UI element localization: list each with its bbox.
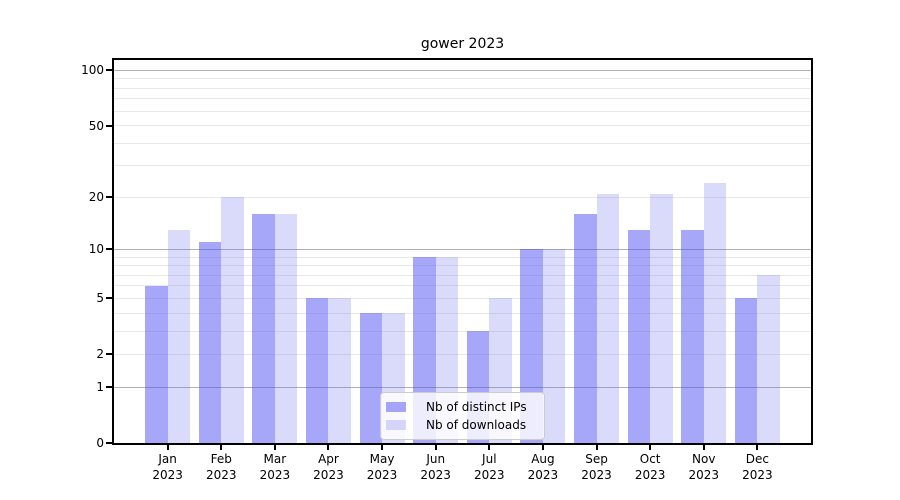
gridline-5 xyxy=(114,297,811,299)
gridline-80 xyxy=(114,87,811,89)
x-tick-label-dec: Dec 2023 xyxy=(742,452,773,482)
legend-label-downloads: Nb of downloads xyxy=(426,418,527,432)
x-tick-label-may: May 2023 xyxy=(366,452,398,482)
x-tick-label-feb: Feb 2023 xyxy=(205,452,237,482)
bar-feb-distinct-ips xyxy=(198,242,222,443)
x-tick-mar xyxy=(273,445,276,450)
bar-may-distinct-ips xyxy=(359,313,383,443)
y-tick-2 xyxy=(106,353,112,356)
gridline-50 xyxy=(114,125,811,127)
gridline-8 xyxy=(114,265,811,267)
gridline-30 xyxy=(114,165,811,167)
gridline-4 xyxy=(114,312,811,314)
gridline-3 xyxy=(114,330,811,332)
y-tick-100 xyxy=(106,69,112,72)
x-tick-jan xyxy=(166,445,169,450)
x-tick-label-jun: Jun 2023 xyxy=(420,452,451,482)
x-tick-label-apr: Apr 2023 xyxy=(313,452,344,482)
x-tick-label-jul: Jul 2023 xyxy=(474,452,505,482)
gridline-6 xyxy=(114,285,811,287)
bar-mar-distinct-ips xyxy=(252,214,275,443)
x-tick-sep xyxy=(595,445,598,450)
bar-jan-distinct-ips xyxy=(145,285,168,443)
bar-sep-downloads xyxy=(596,193,620,443)
x-tick-jun xyxy=(434,445,437,450)
gridline-100 xyxy=(114,69,811,71)
y-tick-label-20: 20 xyxy=(88,190,104,205)
gridline-7 xyxy=(114,274,811,276)
y-tick-0 xyxy=(106,442,112,444)
legend-label-distinct-ips: Nb of distinct IPs xyxy=(426,400,527,414)
x-tick-oct xyxy=(649,445,652,450)
y-tick-label-10: 10 xyxy=(88,242,104,257)
gridline-10 xyxy=(114,248,811,250)
x-tick-nov xyxy=(702,445,705,450)
legend-item-downloads: Nb of downloads xyxy=(386,417,537,433)
x-tick-label-sep: Sep 2023 xyxy=(581,452,612,482)
x-tick-label-oct: Oct 2023 xyxy=(634,452,666,482)
x-tick-label-nov: Nov 2023 xyxy=(688,452,720,482)
bar-jan-downloads xyxy=(167,230,191,443)
x-tick-dec xyxy=(756,445,759,450)
gridline-20 xyxy=(114,196,811,198)
legend: Nb of distinct IPs Nb of downloads xyxy=(380,392,545,440)
y-tick-label-5: 5 xyxy=(96,291,104,306)
y-tick-10 xyxy=(106,248,112,251)
bar-feb-downloads xyxy=(221,197,244,443)
y-tick-50 xyxy=(106,124,112,127)
x-tick-label-jan: Jan 2023 xyxy=(152,452,183,482)
bar-oct-downloads xyxy=(650,193,673,443)
y-tick-label-1: 1 xyxy=(96,380,104,395)
bar-aug-downloads xyxy=(542,249,566,443)
bar-oct-distinct-ips xyxy=(627,230,651,443)
x-tick-may xyxy=(381,445,384,450)
legend-swatch-downloads xyxy=(386,420,406,430)
gridline-1 xyxy=(114,386,811,388)
bar-nov-distinct-ips xyxy=(681,230,704,443)
chart-title: gower 2023 xyxy=(420,36,505,52)
plot-area: Nb of distinct IPs Nb of downloads xyxy=(112,58,813,445)
x-tick-aug xyxy=(541,445,544,450)
y-tick-label-2: 2 xyxy=(96,347,104,362)
y-tick-20 xyxy=(106,196,112,199)
bar-nov-downloads xyxy=(703,183,727,443)
bar-dec-distinct-ips xyxy=(734,298,758,443)
bar-sep-distinct-ips xyxy=(574,214,597,443)
x-tick-feb xyxy=(220,445,223,450)
y-tick-1 xyxy=(106,386,112,389)
gridline-40 xyxy=(114,142,811,144)
gridline-2 xyxy=(114,353,811,355)
x-tick-label-mar: Mar 2023 xyxy=(259,452,291,482)
y-tick-5 xyxy=(106,297,112,300)
bar-apr-downloads xyxy=(328,298,351,443)
x-tick-apr xyxy=(327,445,330,450)
gridline-90 xyxy=(114,78,811,80)
x-tick-jul xyxy=(488,445,491,450)
x-tick-label-aug: Aug 2023 xyxy=(527,452,559,482)
gridline-70 xyxy=(114,98,811,100)
y-tick-label-0: 0 xyxy=(96,436,104,450)
legend-swatch-distinct-ips xyxy=(386,402,406,412)
gridline-60 xyxy=(114,110,811,112)
bar-mar-downloads xyxy=(274,214,298,443)
y-tick-label-50: 50 xyxy=(88,118,104,133)
bar-apr-distinct-ips xyxy=(305,298,329,443)
gridline-9 xyxy=(114,256,811,258)
bar-dec-downloads xyxy=(757,275,780,443)
y-tick-label-100: 100 xyxy=(81,63,104,78)
legend-item-distinct-ips: Nb of distinct IPs xyxy=(386,399,537,415)
